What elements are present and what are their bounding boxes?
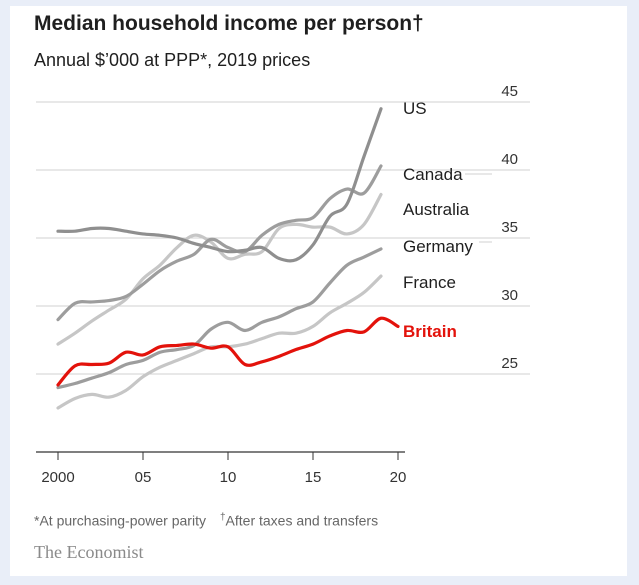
- y-tick-label-30: 30: [501, 287, 518, 304]
- footnote-taxes: After taxes and transfers: [225, 512, 379, 529]
- series-label-canada: Canada: [403, 165, 463, 184]
- series-labels: US Canada Australia Germany France Britain: [403, 99, 492, 341]
- x-axis: 2000 05 10 15 20: [36, 451, 407, 486]
- y-tick-label-25: 25: [501, 355, 518, 372]
- series-line-germany: [56, 247, 383, 390]
- series-lines: [56, 107, 400, 410]
- series-label-france: France: [403, 273, 456, 292]
- x-tick-label-2005: 05: [135, 469, 152, 486]
- series-line-us: [56, 107, 383, 263]
- chart-subtitle: Annual $’000 at PPP*, 2019 prices: [34, 50, 311, 70]
- chart-title: Median household income per person†: [34, 12, 424, 35]
- line-chart: 2000 05 10 15 20 25 30 35 40 45 US Canada Australi…: [36, 83, 530, 486]
- chart-card: Median household income per person† Annu…: [10, 6, 627, 576]
- series-line-australia: [56, 192, 383, 346]
- series-label-germany: Germany: [403, 237, 473, 256]
- series-line-britain: [56, 316, 400, 387]
- y-tick-label-35: 35: [501, 219, 518, 236]
- footnote-dagger: †: [219, 512, 226, 523]
- footnote: *At purchasing-power parity †After taxes …: [34, 512, 378, 529]
- x-tick-label-2015: 15: [305, 469, 322, 486]
- x-tick-label-2020: 20: [390, 469, 407, 486]
- y-axis-labels: 25 30 35 40 45: [501, 83, 518, 372]
- x-tick-label-2000: 2000: [41, 469, 74, 486]
- x-tick-label-2010: 10: [220, 469, 237, 486]
- publisher-logo: The Economist: [34, 542, 144, 562]
- series-label-us: US: [403, 99, 427, 118]
- series-line-canada: [56, 164, 383, 322]
- series-label-australia: Australia: [403, 200, 470, 219]
- series-line-france: [56, 274, 383, 410]
- footnote-ppp: *At purchasing-power parity: [34, 512, 206, 529]
- series-label-britain: Britain: [403, 322, 457, 341]
- y-tick-label-45: 45: [501, 83, 518, 100]
- y-tick-label-40: 40: [501, 151, 518, 168]
